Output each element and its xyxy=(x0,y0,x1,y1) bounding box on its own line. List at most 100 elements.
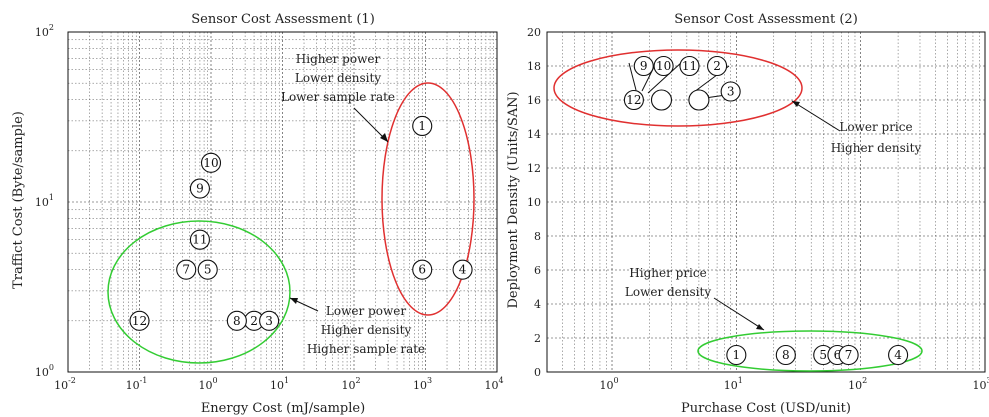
point-marker xyxy=(679,55,700,77)
point-marker xyxy=(412,115,433,137)
point-marker xyxy=(720,81,741,102)
y-tick-label: 2 xyxy=(534,332,541,345)
annotation-line: Lower density xyxy=(625,285,711,299)
y-tick-label: 100 xyxy=(35,363,54,379)
unlabeled-marker xyxy=(688,89,710,111)
arrow-head xyxy=(792,101,800,107)
point-marker xyxy=(189,178,210,199)
point-label: 10 xyxy=(203,156,218,170)
point-label: 5 xyxy=(204,263,212,277)
arrow-head xyxy=(380,133,388,142)
annotation-line: Higher density xyxy=(831,141,922,155)
point-label: 8 xyxy=(233,314,241,328)
chart-1-annotation-red: Higher power Lower density Lower sample … xyxy=(281,52,395,143)
y-tick-label: 12 xyxy=(527,162,541,175)
chart-2-red-ellipse xyxy=(553,49,803,127)
point-7: 7 xyxy=(838,344,859,366)
point-1: 1 xyxy=(726,344,747,366)
point-1: 1 xyxy=(412,115,433,137)
point-12: 12 xyxy=(623,89,644,111)
chart-sensor-cost-assessment-1: Sensor Cost Assessment (1) 10-2 10-1 100 10… xyxy=(11,12,504,416)
point-marker xyxy=(200,152,222,173)
annotation-line: Higher sample rate xyxy=(307,342,425,356)
annotation-arrow xyxy=(713,297,765,331)
annotation-line: Higher density xyxy=(321,323,412,337)
point-label: 10 xyxy=(656,59,671,73)
point-8: 8 xyxy=(226,310,247,331)
x-tick-label: 10-1 xyxy=(126,376,148,392)
y-tick-label: 16 xyxy=(527,94,541,107)
x-tick-label: 102 xyxy=(848,376,867,392)
point-label: 4 xyxy=(894,348,902,362)
point-label: 2 xyxy=(250,314,258,328)
link-arrow-10 xyxy=(641,62,657,92)
link-arrow-9 xyxy=(628,62,637,91)
annotation-line: Lower price xyxy=(839,120,912,134)
point-label: 8 xyxy=(782,348,790,362)
y-tick-label: 6 xyxy=(534,264,541,277)
point-label: 11 xyxy=(192,233,207,247)
y-tick-label: 18 xyxy=(527,60,541,73)
y-tick-label: 0 xyxy=(534,366,541,379)
x-tick-label: 101 xyxy=(270,376,289,392)
annotation-line: Higher price xyxy=(629,266,706,280)
annotation-line: Lower power xyxy=(326,304,406,318)
chart-2-y-ticks: 0 2 4 6 8 10 12 14 16 18 20 xyxy=(527,26,541,379)
point-label: 6 xyxy=(418,263,426,277)
point-label: 3 xyxy=(265,314,273,328)
chart-1-annotation-green: Lower power Higher density Higher sample… xyxy=(289,297,425,356)
chart-2-green-ellipse xyxy=(697,330,923,372)
point-3: 3 xyxy=(720,81,741,102)
chart-2-annotation-red: Lower price Higher density xyxy=(791,100,922,155)
point-7: 7 xyxy=(176,259,197,280)
point-marker xyxy=(197,259,218,280)
chart-1-green-ellipse xyxy=(107,220,291,364)
point-marker xyxy=(412,259,433,280)
point-marker xyxy=(888,344,909,366)
x-tick-label: 100 xyxy=(198,376,217,392)
point-marker xyxy=(633,55,654,77)
chart-2-x-axis-label: Purchase Cost (USD/unit) xyxy=(681,401,851,416)
point-label: 6 xyxy=(834,348,842,362)
chart-2-annotation-green: Higher price Lower density xyxy=(625,266,765,331)
chart-2-plot-frame xyxy=(546,31,986,373)
point-4: 4 xyxy=(452,259,473,280)
point-marker xyxy=(226,310,247,331)
y-tick-label: 8 xyxy=(534,230,541,243)
point-label: 5 xyxy=(819,348,827,362)
arrow-head xyxy=(290,298,298,304)
point-4: 4 xyxy=(888,344,909,366)
point-3: 3 xyxy=(259,310,280,331)
x-tick-label: 103 xyxy=(972,376,989,392)
point-marker xyxy=(726,344,747,366)
point-marker xyxy=(176,259,197,280)
point-label: 9 xyxy=(196,182,204,196)
point-label: 3 xyxy=(727,85,735,99)
annotation-arrow xyxy=(791,100,841,132)
point-marker xyxy=(838,344,859,366)
chart-sensor-cost-assessment-2: Sensor Cost Assessment (2) 100101102103 … xyxy=(506,12,989,416)
point-8: 8 xyxy=(775,344,796,366)
chart-2-title: Sensor Cost Assessment (2) xyxy=(674,12,858,27)
x-tick-label: 101 xyxy=(724,376,743,392)
point-label: 12 xyxy=(626,93,641,107)
annotation-line: Lower density xyxy=(295,71,381,85)
chart-1-x-axis-label: Energy Cost (mJ/sample) xyxy=(201,401,365,416)
y-tick-label: 20 xyxy=(527,26,541,39)
point-5: 5 xyxy=(197,259,218,280)
point-2: 2 xyxy=(707,55,728,77)
chart-1-y-axis-label: Traffict Cost (Byte/sample) xyxy=(11,111,26,289)
y-tick-label: 102 xyxy=(35,23,54,39)
x-tick-label: 102 xyxy=(341,376,360,392)
chart-1-title: Sensor Cost Assessment (1) xyxy=(191,12,375,27)
y-tick-label: 4 xyxy=(534,298,541,311)
point-label: 2 xyxy=(713,59,721,73)
y-tick-label: 14 xyxy=(527,128,541,141)
point-11: 11 xyxy=(679,55,700,77)
point-10: 10 xyxy=(653,55,674,77)
link-arrow-11 xyxy=(647,61,683,94)
chart-2-x-ticks: 100 101 102 103 xyxy=(599,376,989,392)
arrow-head xyxy=(756,324,764,330)
point-marker xyxy=(189,229,210,250)
